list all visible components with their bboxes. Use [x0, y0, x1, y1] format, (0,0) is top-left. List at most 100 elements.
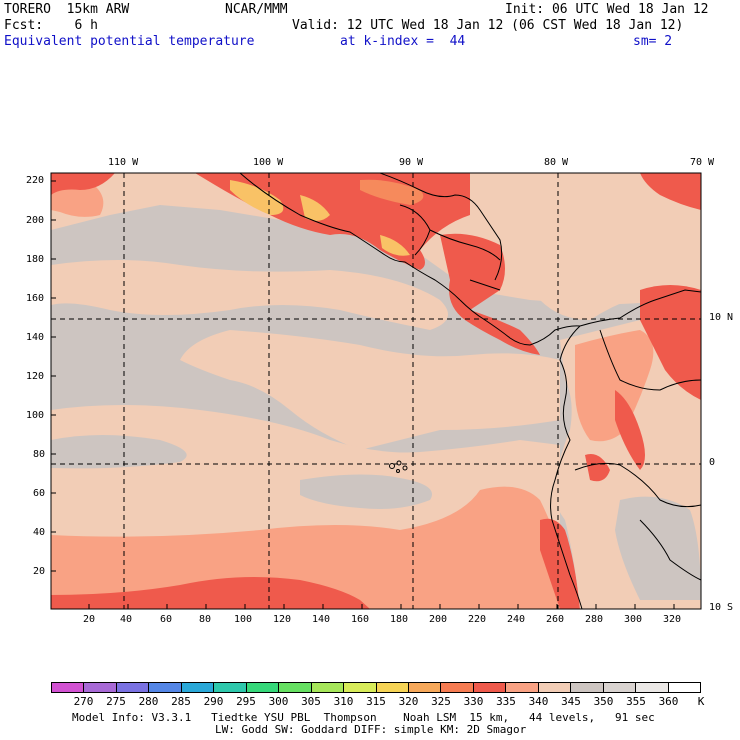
colorbar-swatch	[52, 683, 85, 692]
colorbar-label: 330	[463, 695, 484, 708]
y-tick-180: 180	[26, 254, 45, 265]
y-tick-140: 140	[26, 332, 45, 343]
level-label: at k-index = 44	[340, 34, 466, 49]
colorbar-label: 300	[268, 695, 289, 708]
lat-label-equator: 0	[709, 457, 716, 468]
y-tick-40: 40	[33, 527, 46, 538]
lon-label-90w: 90 W	[399, 157, 424, 168]
coastline-central-america	[459, 299, 581, 346]
lon-label-80w: 80 W	[544, 157, 569, 168]
field-tan-middle	[51, 260, 448, 330]
colorbar-label: 310	[333, 695, 354, 708]
galapagos-island-4	[396, 469, 400, 473]
colorbar-swatch	[84, 683, 117, 692]
field-salmon-colombia	[575, 330, 654, 442]
model-info-line2: LW: Godd SW: Goddard DIFF: simple KM: 2D…	[215, 723, 527, 736]
field-yellow-mexico-1	[230, 180, 284, 215]
coastline-yucatan	[379, 172, 503, 281]
colorbar-label: 270	[73, 695, 94, 708]
x-tick-280: 280	[585, 614, 604, 625]
border-nicaragua	[469, 279, 501, 291]
colorbar-label: 275	[106, 695, 126, 708]
field-red-peru	[540, 518, 580, 609]
colorbar-swatch	[538, 683, 572, 692]
colorbar-swatch	[571, 683, 604, 692]
colorbar-swatch	[408, 683, 442, 692]
colorbar-swatch	[181, 683, 215, 692]
galapagos-island-3	[402, 465, 408, 471]
y-tick-120: 120	[26, 371, 45, 382]
y-tick-220: 220	[26, 175, 45, 186]
colorbar-label: 285	[171, 695, 191, 708]
init-time: Init: 06 UTC Wed 18 Jan 12	[505, 2, 709, 17]
colorbar-swatch	[636, 683, 669, 692]
x-tick-80: 80	[199, 614, 212, 625]
colorbar-swatch	[603, 683, 637, 692]
field-gray-patch-2	[300, 474, 432, 509]
field-red-venezuela	[640, 285, 701, 400]
field-name: Equivalent potential temperature	[4, 34, 255, 49]
colorbar-label: 355	[626, 695, 646, 708]
colorbar-swatch	[506, 683, 539, 692]
x-tick-300: 300	[624, 614, 643, 625]
y-tick-100: 100	[26, 410, 45, 421]
colorbar-label: 290	[203, 695, 224, 708]
colorbar-swatch	[441, 683, 474, 692]
valid-time: Valid: 12 UTC Wed 18 Jan 12 (06 CST Wed …	[292, 18, 684, 33]
colorbar-swatch	[116, 683, 150, 692]
y-tick-160: 160	[26, 293, 45, 304]
galapagos-island-1	[389, 463, 395, 469]
field-yellow-mexico-2	[300, 195, 330, 221]
center-name: NCAR/MMM	[225, 2, 288, 17]
x-tick-120: 120	[273, 614, 292, 625]
field-red-andes	[615, 390, 645, 470]
field-yellow-central-america	[380, 235, 410, 256]
colorbar-label: 280	[138, 695, 159, 708]
border-brazil	[639, 519, 702, 581]
colorbar-swatch	[149, 683, 182, 692]
x-tick-220: 220	[468, 614, 487, 625]
colorbar-label: 340	[528, 695, 549, 708]
colorbar-label: 345	[561, 695, 581, 708]
coastline-south-america-west	[550, 325, 583, 610]
colorbar-swatch	[246, 683, 280, 692]
field-red-northwest	[51, 173, 115, 195]
colorbar-label: 360	[658, 695, 679, 708]
galapagos-island-2	[396, 460, 402, 466]
model-info-line1: Model Info: V3.3.1 Tiedtke YSU PBL Thomp…	[72, 711, 655, 724]
colorbar-label: 295	[236, 695, 256, 708]
model-title: TORERO 15km ARW	[4, 2, 130, 17]
x-tick-20: 20	[83, 614, 96, 625]
x-tick-180: 180	[390, 614, 409, 625]
colorbar-unit: K	[697, 695, 705, 708]
colorbar-swatch	[344, 683, 377, 692]
lon-label-70w: 70 W	[690, 157, 715, 168]
colorbar-labels: 270 275 280 285 290 295 300 305 310 315 320 325 330 3…	[0, 695, 740, 709]
lat-label-10n: 10 N	[709, 312, 734, 323]
x-tick-140: 140	[312, 614, 331, 625]
y-tick-200: 200	[26, 215, 45, 226]
colorbar-swatch	[279, 683, 312, 692]
x-tick-240: 240	[507, 614, 526, 625]
coastline-mexico	[239, 172, 461, 301]
field-tan-center	[180, 330, 560, 450]
colorbar-label: 335	[496, 695, 516, 708]
x-tick-260: 260	[546, 614, 565, 625]
colorbar	[51, 682, 701, 693]
field-red-central-america	[440, 233, 540, 355]
lon-label-100w: 100 W	[253, 157, 284, 168]
field-red-ecuador	[585, 454, 610, 482]
border-colombia	[599, 329, 702, 391]
x-tick-200: 200	[429, 614, 448, 625]
x-tick-160: 160	[351, 614, 370, 625]
border-honduras	[429, 229, 501, 261]
y-tick-80: 80	[33, 449, 46, 460]
colorbar-swatch	[473, 683, 507, 692]
border-peru	[574, 462, 702, 508]
field-orange-mexico	[360, 179, 424, 205]
colorbar-label: 350	[593, 695, 614, 708]
y-tick-20: 20	[33, 566, 46, 577]
colorbar-label: 305	[301, 695, 321, 708]
x-tick-320: 320	[663, 614, 682, 625]
y-tick-60: 60	[33, 488, 46, 499]
